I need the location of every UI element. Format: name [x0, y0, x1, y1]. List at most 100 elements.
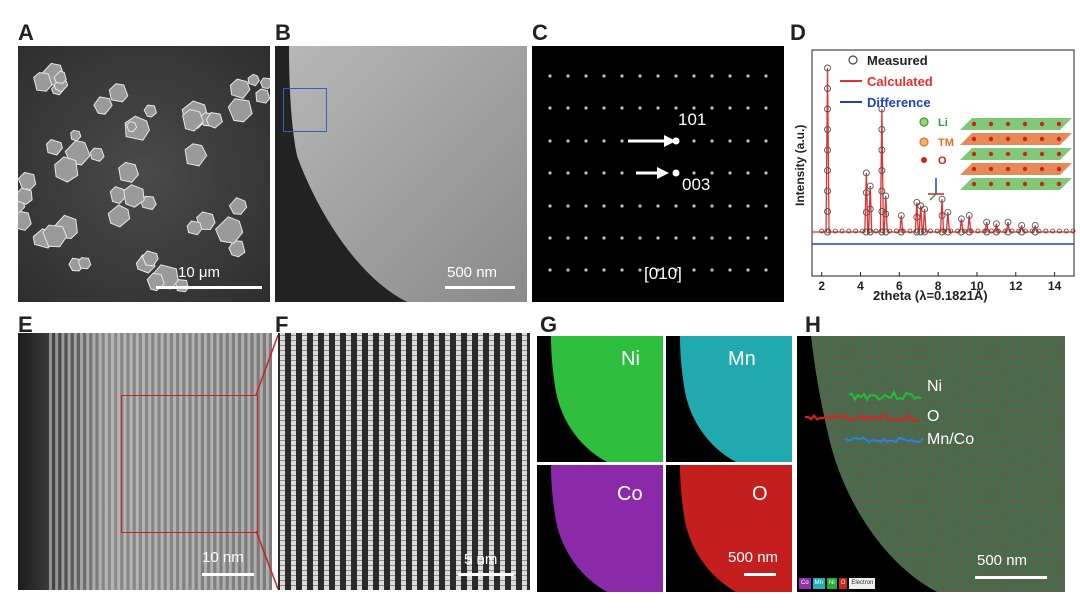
eds-map-co: Co [537, 465, 663, 592]
crystal-layer [960, 133, 1072, 145]
oxygen-atom [1039, 151, 1045, 157]
diffraction-spot [566, 236, 570, 240]
diffraction-spot [602, 268, 606, 272]
oxygen-atom [1022, 166, 1028, 172]
measured-point [882, 228, 890, 236]
diffraction-spot [764, 204, 768, 208]
oxygen-atom [971, 181, 977, 187]
diffraction-spot [620, 236, 624, 240]
diffraction-spot [710, 204, 714, 208]
measured-point [887, 228, 893, 234]
measured-point [944, 208, 952, 216]
scalebar-h [975, 576, 1047, 579]
diffraction-spot [746, 106, 750, 110]
x-tick-label: 10 [970, 279, 984, 293]
oxygen-atom [1005, 136, 1011, 142]
legend-difference: Difference [867, 95, 931, 110]
diffraction-spot [710, 139, 714, 143]
oxygen-atom [988, 181, 994, 187]
diffraction-spot [602, 74, 606, 78]
measured-point [824, 64, 831, 72]
mini-legend-electron: Electron [849, 578, 876, 589]
measured-point [992, 220, 1000, 228]
mini-legend: Co Mn Ni O Electron [799, 578, 876, 589]
particle [118, 161, 139, 183]
panel-e-haadf-image: 10 nm [18, 333, 272, 590]
mini-legend-ni: Ni [827, 578, 837, 589]
scalebar-g [744, 573, 776, 576]
oxygen-atom [1039, 136, 1045, 142]
measured-point [1031, 221, 1039, 229]
measured-point [826, 228, 831, 234]
particle [229, 78, 251, 99]
x-tick-label: 14 [1048, 279, 1062, 293]
oxygen-atom [988, 166, 994, 172]
measured-point [1009, 228, 1015, 234]
measured-point [824, 208, 831, 215]
diffraction-spot [692, 236, 696, 240]
measured-point [824, 146, 831, 154]
panel-a-sem-image: 10 μm [18, 46, 270, 302]
oxygen-atom [1005, 166, 1011, 172]
measured-point [862, 228, 870, 236]
selection-box-b [283, 88, 327, 132]
diffraction-spot [764, 171, 768, 175]
zone-axis-label: [010] [644, 264, 682, 283]
spot-label-101: 101 [678, 110, 707, 129]
measured-point [968, 228, 974, 234]
panel-label-d: D [790, 20, 806, 45]
diffraction-spot [602, 139, 606, 143]
panel-d-xrd-chart: 2 4 6 8 10 12 14 Intensity (a.u.) 2theta (λ=0.… [790, 46, 1080, 308]
line-label-mnco: Mn/Co [927, 431, 975, 448]
measured-point [965, 212, 973, 220]
diffraction-spot [602, 236, 606, 240]
measured-point [921, 228, 926, 234]
measured-point [853, 228, 859, 234]
diffraction-spot [584, 74, 588, 78]
oxygen-atom [1022, 136, 1028, 142]
oxygen-atom [971, 121, 977, 127]
particle [196, 211, 216, 231]
measured-point [1016, 228, 1022, 234]
diffraction-spot [656, 236, 660, 240]
measured-point [882, 192, 890, 200]
measured-point [907, 228, 913, 234]
measured-point [1043, 228, 1049, 234]
diffraction-spot [692, 171, 696, 175]
measured-point [913, 213, 921, 221]
diffraction-spot [764, 268, 768, 272]
measured-point [873, 228, 879, 234]
panel-label-h: H [805, 312, 821, 337]
measured-point [944, 228, 952, 236]
measured-point [878, 146, 886, 154]
panel-g-eds-maps: Ni Mn Co O 500 nm [537, 336, 792, 592]
oxygen-atom [1039, 181, 1045, 187]
measured-point [832, 228, 838, 234]
diffraction-spot [710, 106, 714, 110]
measured-point [957, 228, 965, 236]
x-tick-label: 4 [857, 279, 864, 293]
particle [228, 240, 246, 258]
oxygen-atom [988, 151, 994, 157]
map-label-co: Co [617, 483, 643, 505]
diffraction-spot [548, 268, 552, 272]
diffraction-spot [746, 204, 750, 208]
diffraction-spot [728, 236, 732, 240]
oxygen-atom [971, 166, 977, 172]
diffraction-spot [728, 171, 732, 175]
measured-point [1029, 228, 1035, 234]
spot-label-003: 003 [682, 175, 711, 194]
oxygen-atom [1022, 151, 1028, 157]
diffraction-spot [728, 268, 732, 272]
diffraction-spot [602, 204, 606, 208]
measured-point [1018, 221, 1026, 229]
crystal-layer [960, 148, 1072, 160]
measured-point [975, 228, 981, 234]
diffraction-spot [692, 204, 696, 208]
diffraction-spot [746, 74, 750, 78]
measured-point [897, 212, 905, 220]
measured-point [1050, 228, 1056, 234]
eds-map-o: O 500 nm [666, 465, 792, 592]
diffraction-spot [584, 268, 588, 272]
particle [77, 257, 92, 270]
